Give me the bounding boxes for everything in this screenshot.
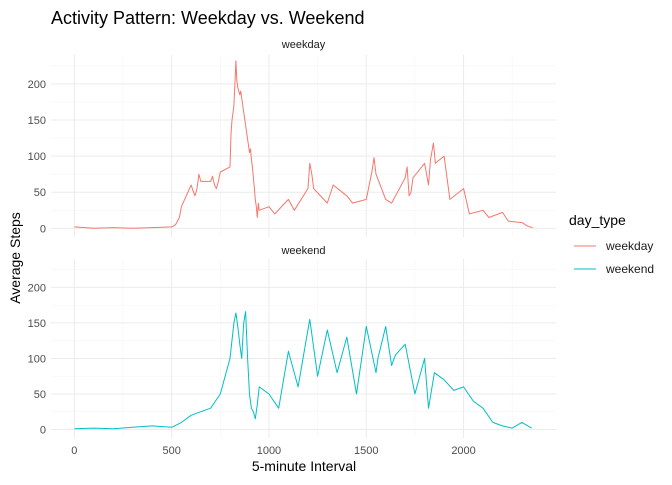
y-tick-label: 150 <box>28 115 46 127</box>
facet-strip-label: weekday <box>281 39 326 51</box>
y-tick-label: 50 <box>34 187 46 199</box>
series-line-weekend <box>74 311 532 430</box>
chart-title: Activity Pattern: Weekday vs. Weekend <box>51 8 364 28</box>
facet-strip-label: weekend <box>280 245 325 257</box>
series-line-weekday <box>74 60 533 229</box>
x-tick-label: 1500 <box>354 445 378 457</box>
x-axis-title: 5-minute Interval <box>252 458 356 474</box>
y-tick-label: 100 <box>28 353 46 365</box>
panel-weekend: 0 50 100 150 200 weekend 0 500 1000 1500 2000 <box>28 245 556 457</box>
legend-title: day_type <box>569 212 626 228</box>
y-tick-label: 200 <box>28 282 46 294</box>
y-tick-label: 0 <box>40 223 46 235</box>
y-tick-label: 100 <box>28 151 46 163</box>
x-tick-label: 500 <box>162 445 180 457</box>
y-tick-label: 150 <box>28 318 46 330</box>
x-tick-label: 1000 <box>257 445 281 457</box>
legend-label-weekend: weekend <box>605 262 654 276</box>
legend-label-weekday: weekday <box>605 239 653 253</box>
x-tick-label: 2000 <box>451 445 475 457</box>
y-tick-label: 0 <box>40 424 46 436</box>
y-axis-title: Average Steps <box>7 212 23 304</box>
panel-weekday: 0 50 100 150 200 weekday <box>28 39 556 237</box>
legend: day_type weekday weekend <box>569 212 654 276</box>
y-tick-label: 50 <box>34 389 46 401</box>
y-tick-label: 200 <box>28 79 46 91</box>
x-tick-label: 0 <box>71 445 77 457</box>
